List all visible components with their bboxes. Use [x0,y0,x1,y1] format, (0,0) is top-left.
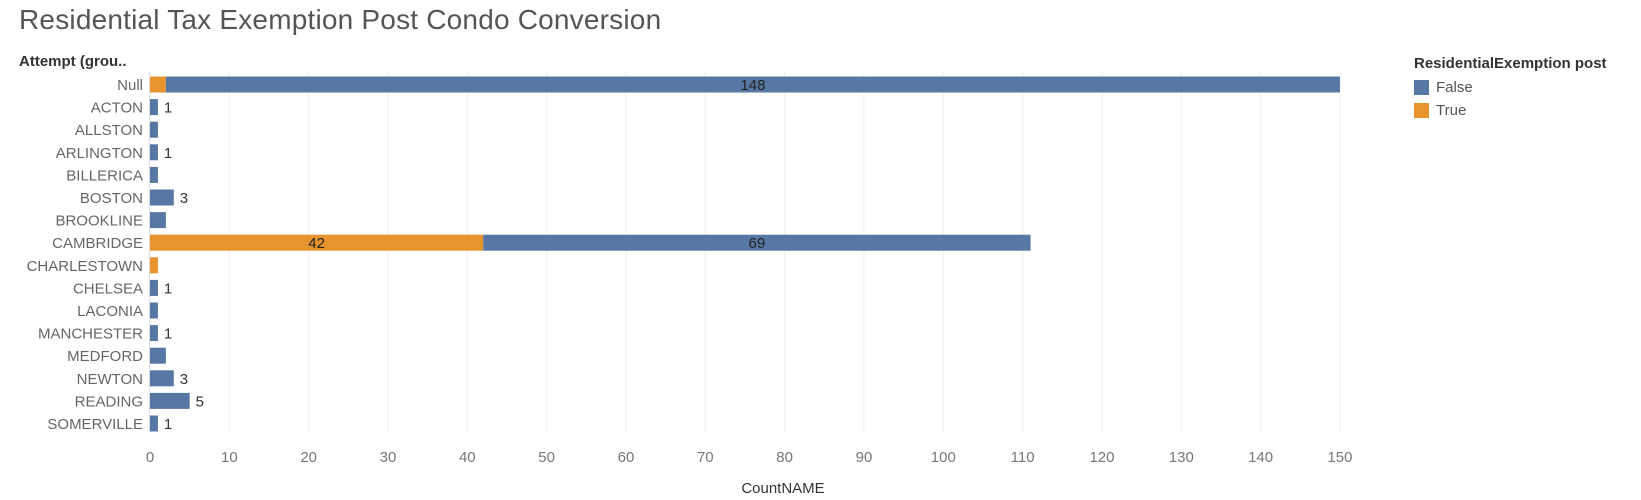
x-tick-label-50: 50 [538,449,555,466]
bar-medford-false [150,347,166,364]
y-category-label-chelsea: CHELSEA [73,280,143,297]
x-axis-title: CountNAME [741,480,824,497]
x-tick-label-70: 70 [697,449,714,466]
bar-null-false [165,76,1340,93]
legend-item-true[interactable]: True [1414,99,1607,122]
data-label-newton-false: 3 [180,371,188,388]
y-category-label-brookline: BROOKLINE [55,213,143,230]
x-tick-label-10: 10 [221,449,238,466]
y-category-label-null: Null [117,77,143,94]
bar-reading-false [150,392,190,409]
data-label-boston-false: 3 [180,190,188,207]
x-tick-label-120: 120 [1089,449,1114,466]
y-category-label-arlington: ARLINGTON [56,145,143,162]
data-label-acton-false: 1 [164,100,172,117]
data-label-cambridge-false: 69 [749,235,766,252]
x-tick-label-0: 0 [146,449,154,466]
bar-allston-false [150,121,158,138]
bar-brookline-false [150,212,166,229]
y-category-label-reading: READING [75,393,143,410]
x-tick-label-60: 60 [618,449,635,466]
y-category-label-allston: ALLSTON [75,122,143,139]
legend: ResidentialExemption post False True [1414,55,1607,122]
x-tick-label-20: 20 [300,449,317,466]
y-category-label-boston: BOSTON [80,190,143,207]
bar-laconia-false [150,302,158,319]
bar-arlington-false [150,144,158,161]
y-category-label-laconia: LACONIA [77,303,143,320]
data-label-chelsea-false: 1 [164,280,172,297]
y-category-label-manchester: MANCHESTER [38,326,143,343]
legend-title: ResidentialExemption post [1414,55,1607,72]
y-category-label-newton: NEWTON [77,371,143,388]
x-tick-label-30: 30 [380,449,397,466]
x-tick-label-80: 80 [776,449,793,466]
y-category-label-medford: MEDFORD [67,348,143,365]
x-tick-label-100: 100 [931,449,956,466]
bar-newton-false [150,370,174,387]
y-category-label-billerica: BILLERICA [66,167,143,184]
data-label-arlington-false: 1 [164,145,172,162]
bar-manchester-false [150,325,158,342]
data-label-manchester-false: 1 [164,326,172,343]
legend-swatch-true [1414,103,1429,118]
legend-label-false: False [1436,79,1473,96]
x-tick-label-40: 40 [459,449,476,466]
x-tick-label-150: 150 [1327,449,1352,466]
bar-null-true [150,76,166,93]
data-label-reading-false: 5 [196,393,204,410]
bar-cambridge-false [483,234,1031,251]
y-category-label-charlestown: CHARLESTOWN [27,258,143,275]
legend-item-false[interactable]: False [1414,76,1607,99]
y-category-label-acton: ACTON [91,100,143,117]
x-tick-label-110: 110 [1011,449,1035,466]
x-tick-label-140: 140 [1248,449,1273,466]
x-tick-label-90: 90 [856,449,873,466]
bar-acton-false [150,99,158,116]
bar-somerville-false [150,415,158,432]
chart-title: Residential Tax Exemption Post Condo Con… [19,4,662,35]
data-label-cambridge-true: 42 [308,235,325,252]
x-tick-label-130: 130 [1169,449,1194,466]
bar-cambridge-true [150,234,484,251]
bar-billerica-false [150,166,158,183]
legend-swatch-false [1414,80,1429,95]
data-label-somerville-false: 1 [164,416,172,433]
bar-boston-false [150,189,174,206]
bar-chelsea-false [150,279,158,296]
legend-label-true: True [1436,102,1467,119]
y-category-label-somerville: SOMERVILLE [47,416,143,433]
data-label-null-false: 148 [740,77,765,94]
row-header: Attempt (grou.. [19,53,127,70]
y-category-label-cambridge: CAMBRIDGE [52,235,143,252]
bar-charlestown-true [150,257,158,274]
